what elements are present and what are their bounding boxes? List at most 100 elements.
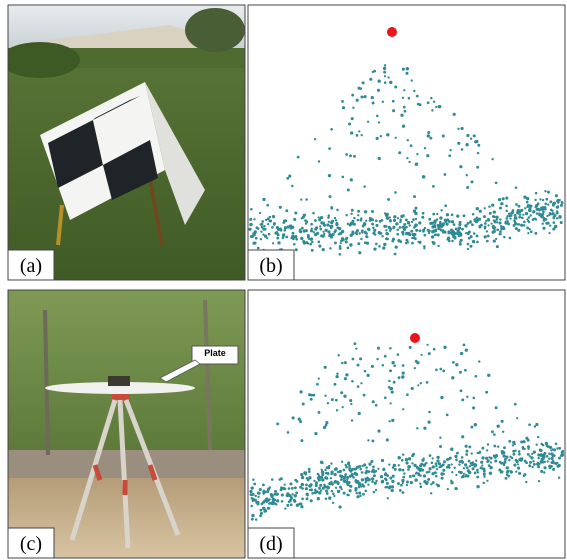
point: [460, 352, 463, 355]
point: [329, 247, 331, 249]
point: [250, 208, 253, 211]
point: [310, 238, 313, 241]
point: [407, 221, 410, 224]
point: [541, 222, 543, 224]
point: [392, 100, 395, 103]
point: [552, 461, 555, 464]
point: [262, 483, 265, 486]
point: [483, 476, 485, 478]
point: [533, 451, 536, 454]
point: [423, 247, 425, 249]
point: [391, 489, 394, 492]
point: [410, 481, 413, 484]
point: [506, 215, 509, 218]
point: [276, 237, 279, 240]
point: [487, 218, 490, 221]
point: [309, 243, 312, 246]
point: [336, 481, 339, 484]
point: [310, 488, 313, 491]
point: [361, 478, 364, 481]
point: [457, 128, 459, 130]
point: [288, 487, 291, 490]
point: [461, 228, 464, 231]
point: [391, 419, 394, 422]
point: [465, 143, 468, 146]
point: [314, 219, 317, 222]
point: [419, 229, 422, 232]
point: [519, 458, 522, 461]
point: [538, 208, 540, 210]
point: [447, 464, 450, 467]
point: [386, 133, 389, 136]
point: [505, 197, 508, 200]
point: [506, 217, 509, 220]
point: [330, 207, 333, 210]
point: [482, 482, 485, 485]
point: [403, 472, 405, 474]
point: [410, 230, 413, 233]
point: [327, 216, 330, 219]
point: [478, 360, 480, 362]
point: [516, 417, 518, 419]
point: [473, 134, 476, 137]
point: [313, 231, 315, 233]
point: [432, 465, 435, 468]
point: [461, 435, 464, 438]
point: [484, 222, 487, 225]
point: [351, 380, 354, 383]
point: [290, 237, 292, 239]
point: [365, 470, 368, 473]
point: [489, 466, 492, 469]
point: [468, 460, 471, 463]
point: [454, 455, 457, 458]
point: [443, 346, 446, 349]
point: [412, 474, 415, 477]
point: [474, 463, 477, 466]
point: [367, 479, 370, 482]
point: [454, 237, 456, 239]
point: [341, 488, 343, 490]
point: [367, 439, 369, 441]
point: [393, 464, 396, 467]
point: [407, 468, 410, 471]
point: [257, 247, 260, 250]
point: [300, 198, 302, 200]
point: [528, 209, 531, 212]
point: [363, 222, 366, 225]
point: [432, 185, 435, 188]
point: [268, 507, 270, 509]
point: [444, 219, 447, 222]
point: [516, 211, 519, 214]
point: [307, 242, 309, 244]
point: [359, 87, 362, 90]
point: [344, 377, 347, 380]
point: [432, 213, 435, 216]
point: [313, 480, 315, 482]
point: [505, 205, 508, 208]
point: [278, 228, 281, 231]
point: [470, 180, 473, 183]
point: [429, 467, 432, 470]
point: [340, 475, 343, 478]
point: [353, 155, 356, 158]
point: [292, 416, 295, 419]
point: [271, 226, 274, 229]
point: [469, 221, 472, 224]
point: [423, 474, 426, 477]
point: [384, 81, 387, 84]
point: [292, 232, 295, 235]
point: [408, 161, 410, 163]
point: [294, 212, 297, 215]
point: [496, 245, 499, 248]
point: [437, 225, 440, 228]
point: [364, 477, 367, 480]
point: [393, 215, 396, 218]
point: [389, 477, 392, 480]
point: [527, 447, 529, 449]
point: [540, 215, 543, 218]
point: [458, 463, 460, 465]
point: [266, 204, 269, 207]
point: [534, 232, 537, 235]
point: [518, 205, 521, 208]
point: [377, 430, 380, 433]
